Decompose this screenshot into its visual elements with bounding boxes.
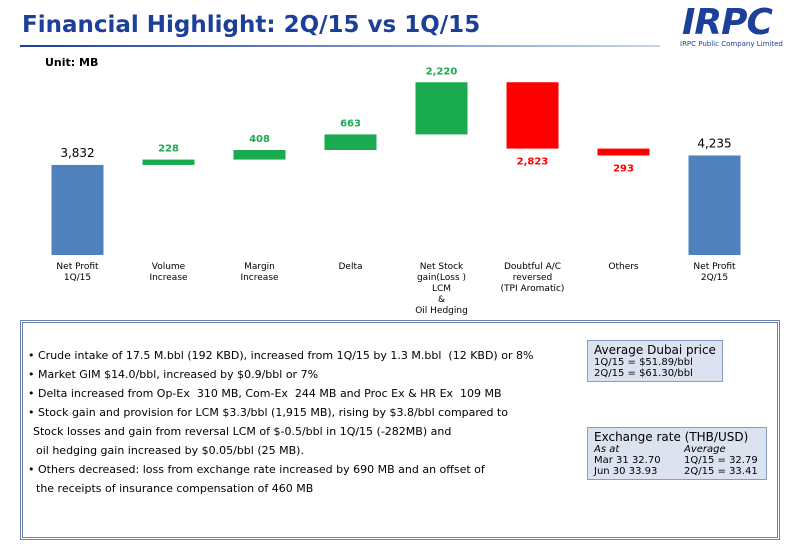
bar: [688, 155, 741, 255]
value-label: 3,832: [60, 146, 94, 160]
exchange-title: Exchange rate (THB/USD): [594, 430, 749, 444]
bar: [324, 134, 377, 151]
bullet-list: • Crude intake of 17.5 M.bbl (192 KBD), …: [28, 346, 533, 498]
bar: [415, 82, 468, 135]
bullet: •: [28, 349, 38, 362]
company-name: IRPC Public Company Limited: [680, 40, 783, 48]
dubai-line: 2Q/15 = $61.30/bbl: [594, 368, 693, 379]
x-tick-label: Others: [608, 262, 639, 272]
bullet-line: • Crude intake of 17.5 M.bbl (192 KBD), …: [28, 346, 533, 365]
bullet-text: oil hedging gain increased by $0.05/bbl …: [36, 444, 304, 457]
x-tick-label: Margin Increase: [240, 262, 279, 283]
exchange-box: Exchange rate (THB/USD) As at Average Mar…: [587, 427, 767, 480]
text-panel: [20, 320, 780, 540]
x-tick-label: Net Profit 2Q/15: [693, 262, 736, 283]
bullet-text: Others decreased: loss from exchange rat…: [38, 463, 485, 476]
dubai-line: 1Q/15 = $51.89/bbl: [594, 357, 693, 368]
x-tick-label: Net Profit 1Q/15: [56, 262, 99, 283]
exchange-header: As at Average: [594, 444, 760, 455]
unit-label: Unit: MB: [45, 56, 99, 69]
bullet-text: the receipts of insurance compensation o…: [36, 482, 314, 495]
value-label: 2,823: [517, 157, 549, 168]
bullet-line: • Market GIM $14.0/bbl, increased by $0.…: [28, 365, 533, 384]
value-label: 2,220: [426, 66, 458, 77]
cell: 1Q/15 = 32.79: [684, 455, 758, 466]
exchange-row: Mar 31 32.70 1Q/15 = 32.79: [594, 455, 760, 466]
bullet-text: Market GIM $14.0/bbl, increased by $0.9/…: [38, 368, 319, 381]
value-label: 4,235: [697, 136, 731, 150]
x-tick-label: Doubtful A/C reversed (TPI Aromatic): [500, 262, 565, 294]
bullet-line: • Stock gain and provision for LCM $3.3/…: [28, 403, 533, 422]
header-cell: Average: [684, 444, 726, 455]
x-tick-label: Net Stock gain(Loss ) LCM & Oil Hedging: [415, 262, 468, 316]
value-label: 663: [340, 118, 361, 129]
value-label: 408: [249, 134, 270, 145]
dubai-title: Average Dubai price: [594, 343, 716, 357]
bullet-line: Stock losses and gain from reversal LCM …: [28, 422, 533, 441]
cell: Mar 31 32.70: [594, 455, 661, 466]
bullet: •: [28, 387, 38, 400]
bullet-line: • Others decreased: loss from exchange r…: [28, 460, 533, 479]
bullet-line: the receipts of insurance compensation o…: [28, 479, 533, 498]
cell: 2Q/15 = 33.41: [684, 466, 758, 477]
bar: [597, 148, 650, 156]
bullet-text: Stock losses and gain from reversal LCM …: [33, 425, 452, 438]
bullet-text: Stock gain and provision for LCM $3.3/bb…: [38, 406, 508, 419]
cell: Jun 30 33.93: [594, 466, 658, 477]
bar: [51, 164, 104, 255]
bullet: •: [28, 406, 38, 419]
chart: 3,832 228 408 663 2,220 2,823 293 4,235: [51, 66, 741, 255]
bar: [233, 150, 286, 160]
bullet: •: [28, 368, 38, 381]
bullet-text: Delta increased from Op-Ex 310 MB, Com-E…: [38, 387, 502, 400]
bullet: •: [28, 463, 38, 476]
title-rule: [20, 45, 660, 47]
dubai-box: Average Dubai price 1Q/15 = $51.89/bbl 2…: [587, 340, 723, 382]
value-label: 293: [613, 163, 634, 174]
exchange-row: Jun 30 33.93 2Q/15 = 33.41: [594, 466, 760, 477]
bullet-line: oil hedging gain increased by $0.05/bbl …: [28, 441, 533, 460]
header-cell: As at: [594, 444, 620, 455]
bar: [142, 159, 195, 165]
x-tick-label: Volume Increase: [149, 262, 188, 283]
bullet-line: • Delta increased from Op-Ex 310 MB, Com…: [28, 384, 533, 403]
slide-title: Financial Highlight: 2Q/15 vs 1Q/15: [22, 12, 481, 38]
x-tick-label: Delta: [338, 262, 363, 272]
bar: [506, 82, 559, 149]
value-label: 228: [158, 144, 179, 155]
logo: IRPC: [682, 2, 773, 43]
bullet-text: Crude intake of 17.5 M.bbl (192 KBD), in…: [38, 349, 534, 362]
